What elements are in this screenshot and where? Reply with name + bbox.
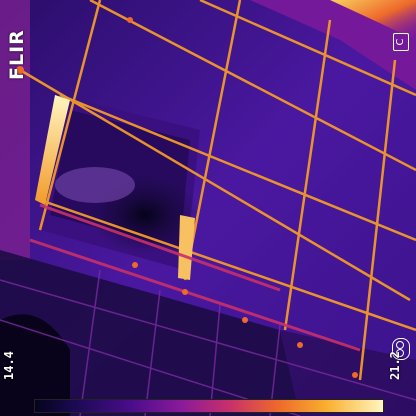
scale-max-label: 21.2 — [388, 351, 402, 380]
temperature-scale-bar — [34, 399, 384, 413]
flir-logo: FLIR — [2, 4, 32, 84]
scale-min-label: 14.4 — [2, 351, 16, 380]
temperature-unit-badge: C — [393, 33, 409, 51]
flir-logo-text: FLIR — [6, 29, 28, 80]
